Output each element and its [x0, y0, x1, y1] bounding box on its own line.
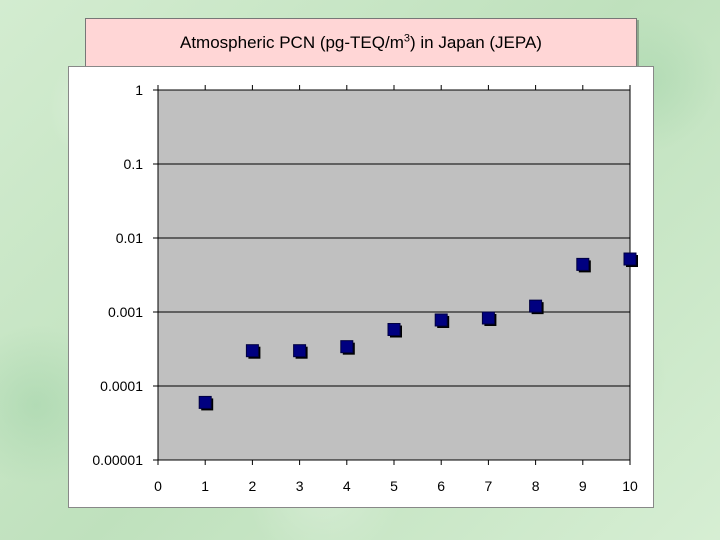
data-point	[340, 340, 355, 355]
plot-area	[157, 89, 631, 461]
data-point-marker	[481, 311, 495, 325]
data-point-marker	[623, 252, 637, 266]
data-point-marker	[529, 299, 543, 313]
x-tick-label: 0	[154, 478, 162, 494]
axes	[153, 85, 631, 465]
x-tick-label: 1	[201, 478, 209, 494]
plot-background	[157, 89, 631, 461]
x-tick-label: 8	[532, 478, 540, 494]
data-point-marker	[245, 344, 259, 358]
tick-labels: 1 0.1 0.01 0.001 0.0001 0.00001 0 1 2 3 4 5 6 7 8 9 10	[92, 82, 638, 494]
chart-title: Atmospheric PCN (pg-TEQ/m3) in Japan (JE…	[85, 18, 637, 68]
x-tick-label: 10	[622, 478, 638, 494]
data-point	[245, 344, 261, 359]
y-tick-label: 0.00001	[92, 452, 143, 468]
data-point-marker	[576, 257, 590, 271]
x-tick-label: 4	[343, 478, 351, 494]
y-tick-label: 0.01	[116, 230, 143, 246]
data-point-marker	[198, 395, 212, 409]
data-point	[529, 299, 544, 315]
data-point-marker	[340, 340, 354, 354]
data-point-marker	[434, 313, 448, 327]
data-point	[481, 311, 497, 326]
y-tick-label: 0.1	[124, 156, 144, 172]
data-point	[623, 252, 638, 268]
data-points	[198, 252, 638, 411]
data-point	[198, 395, 214, 411]
x-tick-label: 6	[437, 478, 445, 494]
data-point	[576, 257, 591, 273]
x-tick-label: 9	[579, 478, 587, 494]
y-tick-label: 0.001	[108, 304, 143, 320]
x-tick-label: 3	[296, 478, 304, 494]
data-point	[293, 344, 308, 359]
y-tick-label: 1	[135, 82, 143, 98]
data-point	[387, 323, 402, 338]
x-tick-label: 2	[249, 478, 257, 494]
chart-title-text: Atmospheric PCN (pg-TEQ/m3) in Japan (JE…	[180, 32, 542, 52]
x-tick-label: 7	[485, 478, 493, 494]
data-point	[434, 313, 450, 328]
y-tick-label: 0.0001	[100, 378, 143, 394]
data-point-marker	[387, 323, 401, 337]
x-tick-label: 5	[390, 478, 398, 494]
data-point-marker	[293, 344, 307, 358]
